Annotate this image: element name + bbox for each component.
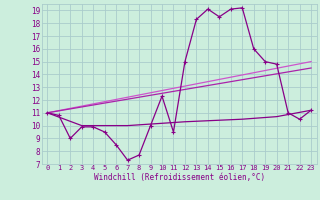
X-axis label: Windchill (Refroidissement éolien,°C): Windchill (Refroidissement éolien,°C) <box>94 173 265 182</box>
